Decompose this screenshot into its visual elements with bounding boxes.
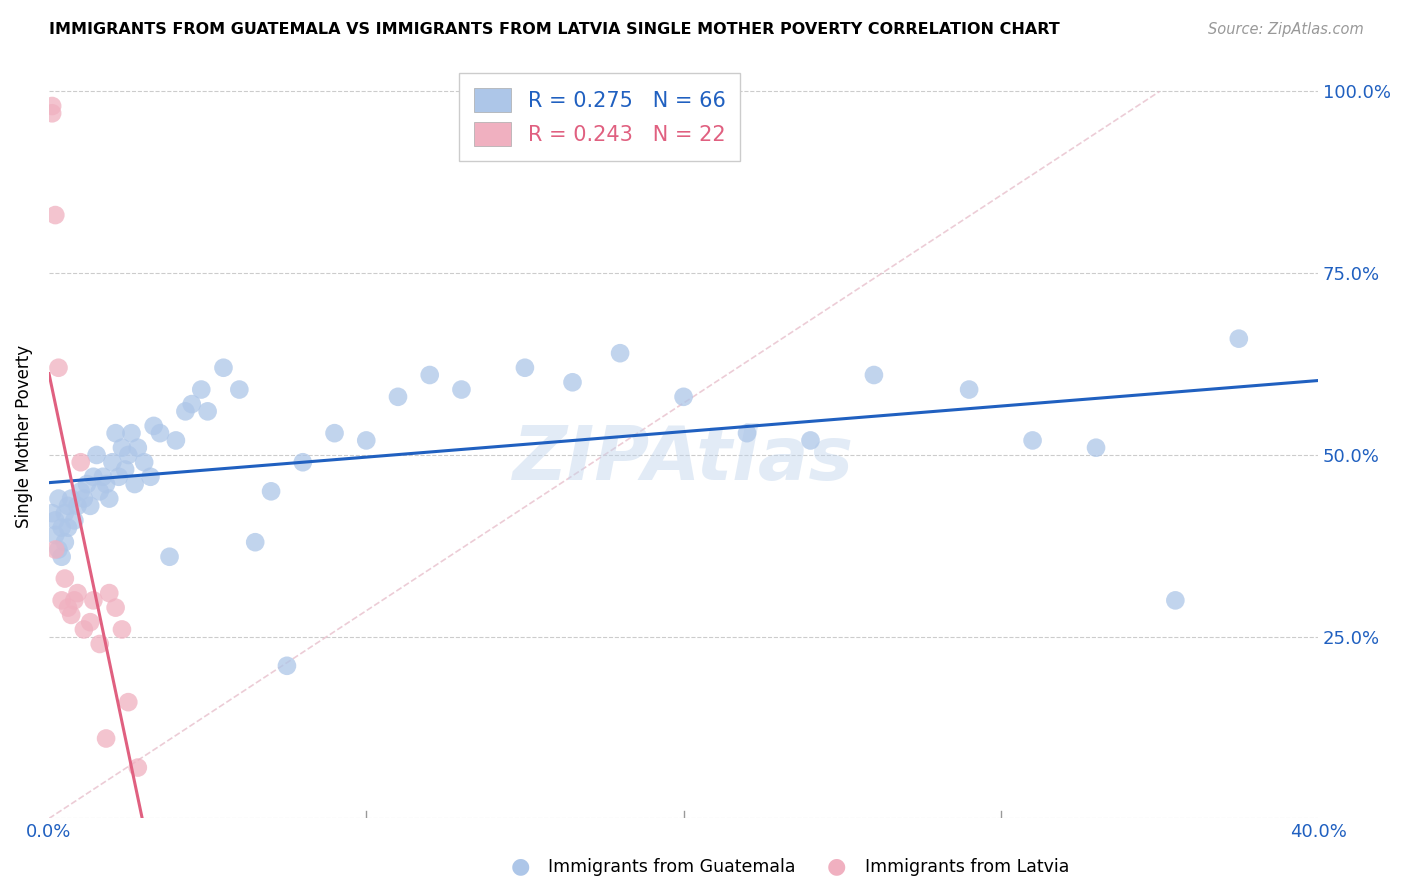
Point [114, 462, 136, 476]
Y-axis label: Single Mother Poverty: Single Mother Poverty [15, 345, 32, 528]
Point [149, 426, 172, 441]
Point [44, 542, 66, 557]
Point [91, 470, 114, 484]
Point [98, 491, 121, 506]
Point [73, 491, 96, 506]
Point [79, 499, 101, 513]
Point [56, 600, 79, 615]
Point [957, 383, 980, 397]
Point [60, 607, 83, 622]
Point [735, 426, 758, 441]
Text: ●: ● [827, 856, 846, 876]
Point [134, 455, 156, 469]
Point [356, 434, 378, 448]
Point [89, 484, 111, 499]
Point [82, 470, 104, 484]
Point [51, 521, 73, 535]
Point [127, 761, 149, 775]
Point [63, 593, 86, 607]
Point [513, 360, 536, 375]
Point [139, 470, 162, 484]
Point [1085, 441, 1108, 455]
Point [245, 535, 267, 549]
Point [86, 448, 108, 462]
Point [53, 572, 76, 586]
Point [121, 426, 143, 441]
Point [48, 360, 70, 375]
Point [111, 623, 134, 637]
Point [51, 593, 73, 607]
Point [76, 477, 98, 491]
Point [44, 513, 66, 527]
Point [107, 470, 129, 484]
Point [48, 491, 70, 506]
Point [450, 383, 472, 397]
Point [117, 448, 139, 462]
Point [56, 521, 79, 535]
Point [66, 586, 89, 600]
Point [51, 549, 73, 564]
Point [104, 426, 127, 441]
Text: Source: ZipAtlas.com: Source: ZipAtlas.com [1208, 22, 1364, 37]
Point [323, 426, 346, 441]
Point [56, 499, 79, 513]
Text: ●: ● [510, 856, 530, 876]
Point [44, 528, 66, 542]
Point [69, 484, 91, 499]
Point [197, 404, 219, 418]
Point [142, 418, 165, 433]
Point [79, 615, 101, 630]
Point [82, 593, 104, 607]
Point [104, 600, 127, 615]
Point [180, 397, 202, 411]
Point [63, 513, 86, 527]
Point [1164, 593, 1187, 607]
Point [863, 368, 886, 382]
Point [260, 484, 283, 499]
Point [69, 455, 91, 469]
Point [124, 477, 146, 491]
Point [44, 208, 66, 222]
Point [127, 441, 149, 455]
Point [53, 535, 76, 549]
Point [41, 506, 63, 520]
Point [111, 441, 134, 455]
Point [60, 491, 83, 506]
Point [387, 390, 409, 404]
Text: Immigrants from Guatemala: Immigrants from Guatemala [548, 858, 796, 876]
Text: ZIPAtlas: ZIPAtlas [513, 423, 853, 496]
Point [1227, 332, 1250, 346]
Point [53, 506, 76, 520]
Point [94, 477, 117, 491]
Point [672, 390, 695, 404]
Point [101, 455, 124, 469]
Point [94, 731, 117, 746]
Point [561, 376, 583, 390]
Point [174, 404, 197, 418]
Point [159, 549, 181, 564]
Point [165, 434, 187, 448]
Point [419, 368, 441, 382]
Point [799, 434, 821, 448]
Legend: R = 0.275   N = 66, R = 0.243   N = 22: R = 0.275 N = 66, R = 0.243 N = 22 [460, 73, 741, 161]
Text: IMMIGRANTS FROM GUATEMALA VS IMMIGRANTS FROM LATVIA SINGLE MOTHER POVERTY CORREL: IMMIGRANTS FROM GUATEMALA VS IMMIGRANTS … [49, 22, 1060, 37]
Point [98, 586, 121, 600]
Point [66, 499, 89, 513]
Point [212, 360, 235, 375]
Point [89, 637, 111, 651]
Point [228, 383, 250, 397]
Text: Immigrants from Latvia: Immigrants from Latvia [865, 858, 1069, 876]
Point [276, 658, 298, 673]
Point [609, 346, 631, 360]
Point [41, 99, 63, 113]
Point [1021, 434, 1043, 448]
Point [190, 383, 212, 397]
Point [73, 623, 96, 637]
Point [117, 695, 139, 709]
Point [41, 106, 63, 120]
Point [291, 455, 314, 469]
Point [48, 542, 70, 557]
